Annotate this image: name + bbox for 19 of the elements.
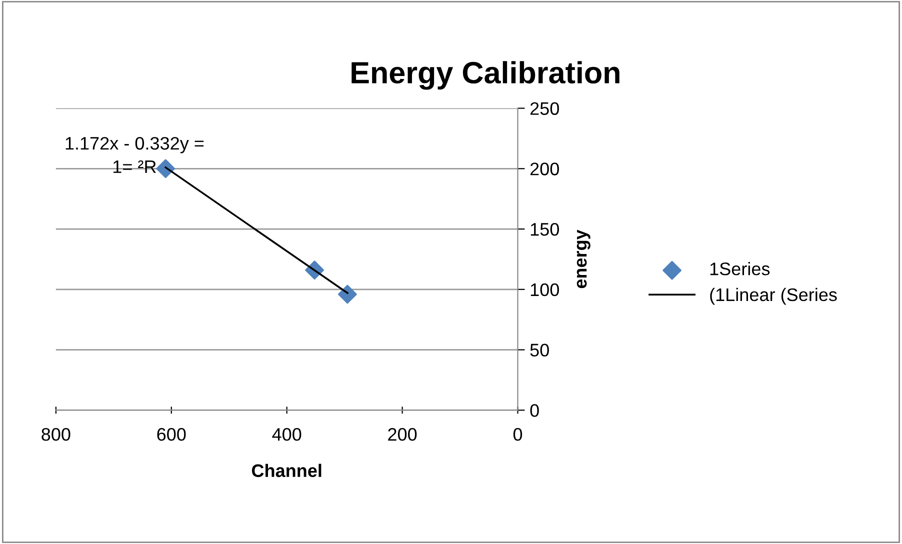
- point: [338, 284, 357, 304]
- y-tick-label: 150: [530, 222, 559, 236]
- x-tick-label: 800: [42, 428, 70, 441]
- y-tick-label: 250: [530, 102, 559, 115]
- y-tick-label: 100: [530, 283, 559, 296]
- x-axis-title: Channel: [252, 464, 322, 478]
- x-tick-label: 400: [272, 428, 302, 441]
- annotation: 1.172x - 0.332y = 1= ²R: [66, 136, 204, 173]
- y-tick-label: 50: [530, 344, 549, 357]
- chart-title: Energy Calibration: [352, 61, 620, 90]
- y-axis-title: energy: [576, 230, 590, 288]
- x-tick-label: 0: [513, 428, 522, 441]
- x-tick-label: 600: [157, 428, 186, 441]
- legend-label: 1Series: [710, 262, 770, 276]
- y-tick-label: 200: [530, 162, 559, 176]
- x-tick-label: 200: [388, 428, 417, 441]
- y-tick-label: 0: [530, 404, 539, 417]
- legend-label: (1Linear (Series: [710, 288, 837, 305]
- point: [156, 159, 176, 178]
